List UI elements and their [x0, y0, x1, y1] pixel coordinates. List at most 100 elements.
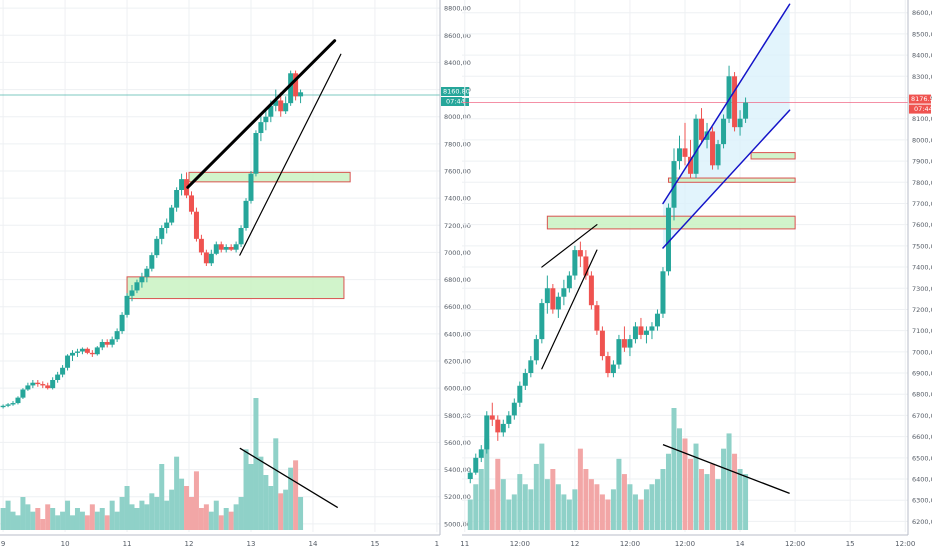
y-tick-label: 8500,00 — [912, 30, 932, 38]
volume-bar — [55, 515, 61, 530]
last-price-tag — [909, 94, 931, 104]
volume-bar — [500, 479, 506, 530]
countdown-tag — [441, 97, 469, 106]
candle-body — [114, 331, 120, 340]
candle-body — [721, 118, 727, 145]
candle-body — [710, 131, 716, 166]
candle-body — [732, 76, 738, 128]
candle-body — [119, 314, 125, 332]
x-tick-label: 12:00 — [675, 540, 695, 548]
candle-body — [577, 250, 583, 257]
x-tick-label: 10 — [61, 540, 70, 548]
volume-bar — [632, 494, 638, 530]
y-tick-label: 7000,00 — [912, 348, 932, 356]
candle-body — [594, 305, 600, 331]
candle-body — [258, 122, 264, 133]
volume-bar — [588, 479, 594, 530]
volume-bar — [665, 453, 671, 530]
candle-body — [65, 355, 71, 368]
volume-bar — [15, 515, 21, 530]
volume-bar — [258, 456, 264, 530]
candle-body — [550, 288, 556, 310]
volume-bar — [233, 504, 239, 530]
y-tick-label: 6200,00 — [444, 358, 471, 366]
volume-bar — [144, 504, 150, 530]
volume-bar — [473, 484, 479, 530]
candle-body — [506, 415, 512, 424]
volume-bar — [743, 474, 749, 530]
y-tick-label: 6400,00 — [444, 330, 471, 338]
candle-body — [627, 339, 633, 348]
candle-body — [671, 161, 677, 208]
candle-body — [489, 415, 495, 420]
candle-body — [726, 76, 732, 119]
y-tick-label: 7200,00 — [912, 306, 932, 314]
volume-bar — [203, 504, 209, 530]
candle-body — [704, 131, 710, 140]
candle-body — [109, 339, 115, 345]
trendline — [541, 249, 598, 370]
y-tick-label: 8600,00 — [444, 32, 471, 40]
candle-body — [233, 244, 239, 250]
y-tick-label: 6700,00 — [912, 412, 932, 420]
volume-bar — [164, 500, 170, 530]
y-tick-label: 6300,00 — [912, 497, 932, 505]
y-tick-label: 6800,00 — [444, 276, 471, 284]
y-tick-label: 7600,00 — [444, 168, 471, 176]
volume-bar — [544, 479, 550, 530]
candle-body — [134, 282, 140, 291]
support-resistance-zone — [188, 171, 351, 183]
volume-bar — [65, 500, 71, 530]
y-tick-label: 7000,00 — [444, 249, 471, 257]
volume-bar — [522, 484, 528, 530]
candle-body — [164, 222, 170, 228]
candle-body — [124, 295, 130, 315]
x-tick-label: 12:00 — [620, 540, 640, 548]
candle-body — [484, 415, 490, 450]
candle-body — [268, 105, 274, 117]
y-tick-label: 7600,00 — [912, 221, 932, 229]
countdown-label: 07:44 — [914, 105, 932, 113]
candle-body — [643, 330, 649, 335]
candle-body — [610, 364, 616, 374]
volume-bar — [577, 448, 583, 530]
candle-body — [263, 116, 269, 123]
candle-body — [715, 144, 721, 166]
candle-body — [283, 103, 289, 112]
candle-body — [144, 268, 150, 277]
candle-body — [638, 326, 644, 335]
candle-body — [45, 385, 51, 389]
y-tick-label: 7400,00 — [444, 195, 471, 203]
candle-body — [699, 118, 705, 140]
candle-body — [649, 326, 655, 331]
y-tick-label: 7300,00 — [912, 285, 932, 293]
y-tick-label: 6200,00 — [912, 518, 932, 526]
y-tick-label: 7900,00 — [912, 158, 932, 166]
last-price-label: 8160.80 — [443, 88, 470, 96]
y-tick-label: 8800,00 — [444, 5, 471, 13]
candle-body — [139, 276, 145, 283]
volume-bar — [268, 486, 274, 530]
volume-bar — [45, 504, 51, 530]
candle-body — [298, 92, 304, 97]
volume-bar — [555, 484, 561, 530]
x-tick-label: 15 — [846, 540, 855, 548]
y-tick-label: 8400,00 — [912, 52, 932, 60]
volume-bar — [134, 508, 140, 530]
y-tick-label: 8100,00 — [912, 115, 932, 123]
volume-bar — [129, 504, 135, 530]
countdown-tag — [909, 104, 931, 114]
volume-bar — [293, 460, 299, 530]
candle-body — [60, 367, 66, 375]
candle-body — [688, 156, 694, 174]
volume-bar — [676, 428, 682, 530]
x-tick-label: 15 — [370, 540, 379, 548]
candle-body — [243, 200, 249, 228]
volume-bar — [688, 458, 694, 530]
volume-bar — [704, 474, 710, 530]
volume-bar — [139, 500, 145, 530]
price-axis-background — [908, 0, 932, 550]
volume-bar — [35, 508, 41, 530]
volume-bar — [616, 458, 622, 530]
